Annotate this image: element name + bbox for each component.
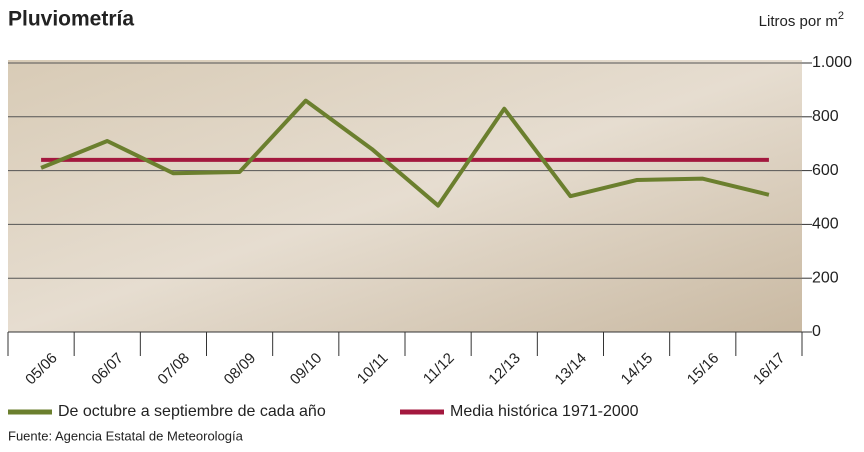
y-tick-label: 400 [812, 216, 839, 233]
legend-label: De octubre a septiembre de cada año [58, 403, 326, 420]
x-tick-label: 12/13 [485, 350, 524, 389]
y-tick-label: 200 [812, 269, 839, 286]
background-photo [8, 60, 802, 332]
x-tick-label: 16/17 [750, 350, 789, 389]
chart-title: Pluviometría [8, 8, 134, 31]
y-tick-label: 800 [812, 108, 839, 125]
x-tick-label: 08/09 [221, 350, 260, 389]
x-tick-label: 07/08 [154, 350, 193, 389]
y-tick-label: 0 [812, 323, 821, 340]
legend-label: Media histórica 1971-2000 [450, 403, 639, 420]
source: Fuente: Agencia Estatal de Meteorología [8, 428, 244, 443]
x-tick-label: 05/06 [22, 350, 61, 389]
y-tick-label: 1.000 [812, 54, 852, 71]
x-tick-label: 10/11 [354, 350, 392, 388]
x-tick-label: 13/14 [551, 350, 590, 389]
x-tick-label: 09/10 [287, 350, 326, 389]
unit-label: Litros por m2 [759, 10, 844, 30]
series-line [40, 98, 770, 208]
x-tick-label: 11/12 [420, 350, 458, 388]
x-tick-label: 15/16 [684, 350, 723, 389]
x-tick-label: 06/07 [88, 350, 127, 389]
x-tick-label: 14/15 [618, 350, 657, 389]
y-tick-label: 600 [812, 162, 839, 179]
